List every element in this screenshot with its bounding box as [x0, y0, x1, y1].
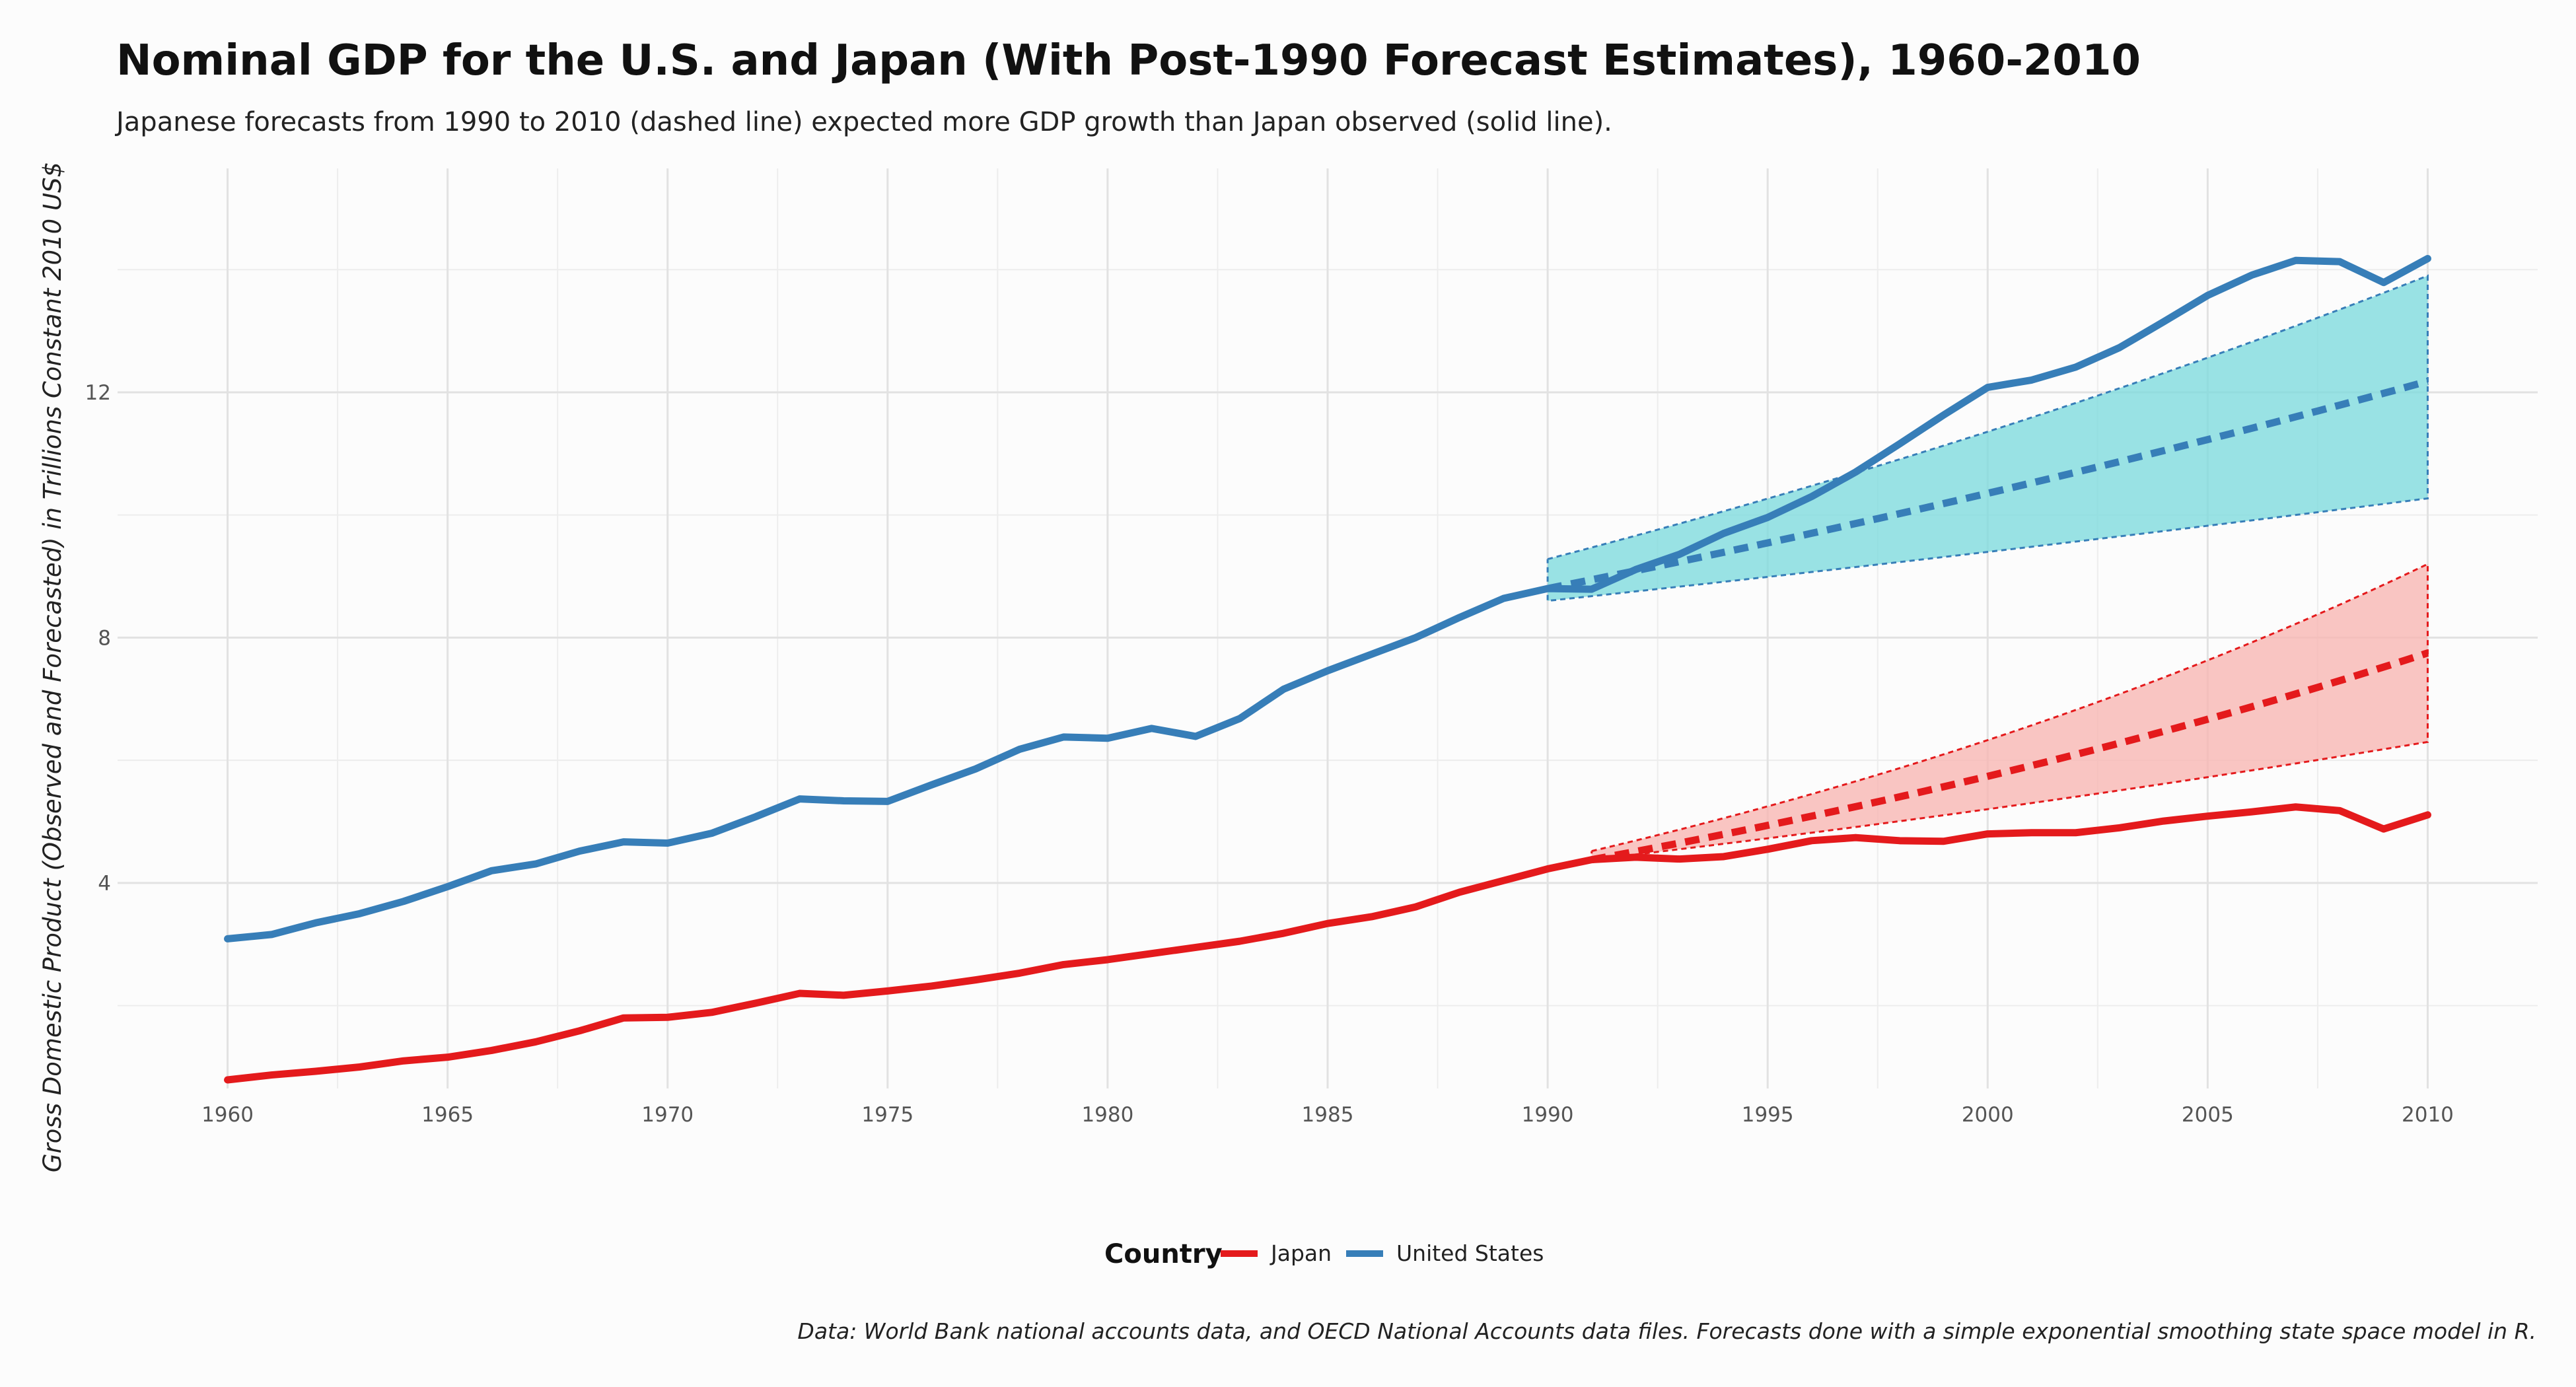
chart-title: Nominal GDP for the U.S. and Japan (With… — [116, 36, 2141, 85]
legend: Country Japan United States — [1104, 1239, 1544, 1269]
legend-label-united-states: United States — [1396, 1240, 1544, 1266]
y-axis-tick-labels: 4 8 12 — [85, 381, 111, 896]
y-tick-label: 4 — [98, 872, 111, 896]
x-tick-label: 1990 — [1522, 1103, 1574, 1127]
observed-line-united-states — [224, 255, 2431, 942]
forecast-band-border-japan — [1591, 562, 2429, 861]
forecast-mean-line-united-states — [1547, 377, 2429, 592]
x-tick-label: 1960 — [201, 1103, 254, 1127]
observed-lines — [224, 255, 2431, 1084]
observed-line-japan — [224, 803, 2431, 1084]
x-tick-label: 1975 — [861, 1103, 913, 1127]
x-tick-label: 1980 — [1081, 1103, 1133, 1127]
y-tick-label: 8 — [98, 626, 111, 650]
forecast-mean-line-japan — [1591, 649, 2429, 864]
legend-label-japan: Japan — [1270, 1240, 1332, 1266]
x-tick-label: 2005 — [2182, 1103, 2234, 1127]
x-tick-label: 1995 — [1742, 1103, 1794, 1127]
chart-subtitle: Japanese forecasts from 1990 to 2010 (da… — [114, 107, 1612, 137]
y-tick-label: 12 — [85, 381, 111, 405]
forecast-band-border-united-states — [1546, 274, 2429, 602]
forecast-band-japan — [1591, 563, 2428, 860]
plot-area: 1960 1965 1970 1975 1980 1985 1990 1995 2000 2005… — [85, 168, 2538, 1127]
legend-title: Country — [1104, 1239, 1223, 1269]
forecast-means — [1547, 377, 2429, 864]
chart-caption: Data: World Bank national accounts data,… — [797, 1318, 2536, 1344]
x-tick-label: 1985 — [1302, 1103, 1354, 1127]
x-tick-label: 1970 — [641, 1103, 694, 1127]
x-tick-label: 2000 — [1962, 1103, 2014, 1127]
x-tick-label: 1965 — [421, 1103, 474, 1127]
y-axis-label: Gross Domestic Product (Observed and For… — [38, 162, 67, 1172]
x-tick-label: 2010 — [2402, 1103, 2454, 1127]
gridlines-major — [118, 168, 2538, 1088]
x-axis-tick-labels: 1960 1965 1970 1975 1980 1985 1990 1995 2000 2005… — [201, 1103, 2454, 1127]
